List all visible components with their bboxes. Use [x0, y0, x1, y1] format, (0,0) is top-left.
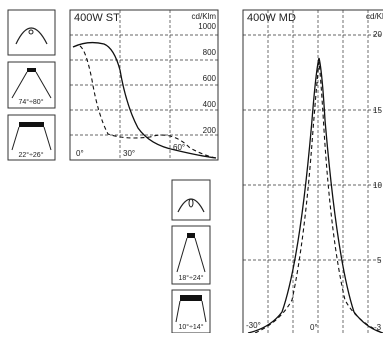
icon-lamp	[19, 122, 44, 127]
x-tick-label: -30°	[246, 321, 261, 330]
icon-box	[171, 179, 211, 221]
icon-lamp	[28, 29, 34, 35]
icon-beam	[175, 300, 207, 323]
icon-lamp	[188, 198, 194, 208]
curve-dashed	[79, 45, 217, 159]
y-tick-label: 10	[373, 181, 382, 190]
beam-label: 18°÷24°	[178, 274, 203, 282]
y-tick-label: 1000	[198, 22, 216, 31]
beam-label: 74°÷80°	[18, 98, 43, 106]
curve-solid	[247, 57, 383, 334]
y-tick-label: 5	[377, 256, 382, 265]
icon-arc	[177, 198, 205, 213]
icon-box	[7, 61, 56, 109]
icon-box	[7, 9, 56, 56]
icon-lamp	[187, 233, 195, 238]
x-tick-label: 0°	[310, 323, 318, 332]
unit-label: cd/Klm	[366, 12, 383, 21]
icon-beam	[176, 237, 206, 273]
y-tick-label: 200	[203, 126, 217, 135]
icon-beam	[11, 126, 52, 151]
y-tick-label: 800	[203, 48, 217, 57]
left-chart: 400W ST cd/Klm 1000 800 600 400 200 0° 3…	[69, 9, 219, 161]
x-tick-label: -3	[374, 323, 382, 332]
y-tick-label: 400	[203, 100, 217, 109]
icon-lamp	[27, 68, 36, 72]
chart-frame	[242, 9, 383, 338]
icon-arc	[15, 27, 48, 45]
curve-solid	[72, 41, 217, 159]
icon-beam	[11, 71, 52, 99]
beam-label: 10°÷14°	[178, 323, 203, 331]
icon-group-middle: 18°÷24° 10°÷14°	[171, 179, 211, 334]
icon-group-left: 74°÷80° 22°÷26°	[7, 9, 56, 161]
x-tick-label: 60°	[173, 143, 185, 152]
icon-lamp	[180, 295, 202, 301]
icon-box	[7, 114, 56, 161]
x-tick-label: 0°	[76, 149, 84, 158]
chart-title: 400W MD	[247, 12, 296, 24]
curve-dashed	[254, 61, 383, 334]
right-chart: 400W MD cd/Klm 20 15 10 5 -30° 0° -3	[242, 9, 383, 338]
x-tick-label: 30°	[123, 149, 135, 158]
y-tick-label: 600	[203, 74, 217, 83]
unit-label: cd/Klm	[192, 12, 217, 21]
y-tick-label: 15	[373, 106, 382, 115]
y-tick-label: 20	[373, 30, 382, 39]
icon-box	[171, 225, 211, 285]
chart-title: 400W ST	[74, 12, 120, 24]
beam-label: 22°÷26°	[18, 151, 43, 159]
